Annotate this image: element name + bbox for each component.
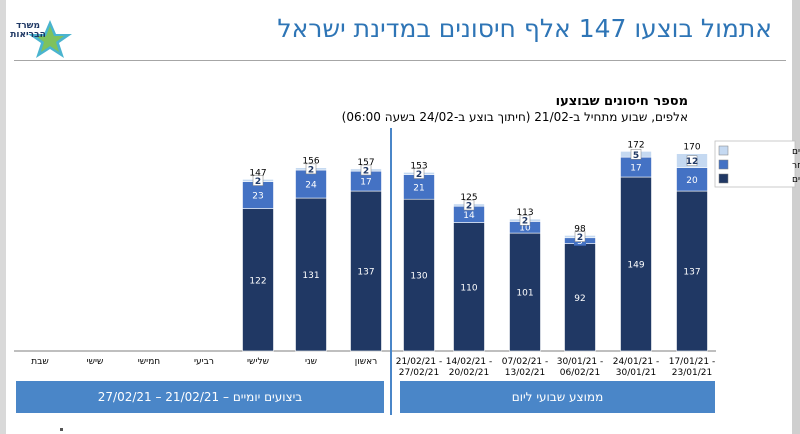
data-label-box xyxy=(574,231,586,242)
bar-segment xyxy=(620,176,652,352)
bar-segment xyxy=(453,222,485,352)
tick-label: 30/01/21 - xyxy=(557,357,604,367)
data-label: 2 xyxy=(577,233,583,243)
title-divider xyxy=(14,60,786,61)
data-label-box xyxy=(463,199,475,211)
logo-text: משרד הבריאות xyxy=(10,21,46,40)
chart-title: מספר חיסונים שבוצעו xyxy=(555,94,688,109)
legend-swatch xyxy=(718,173,729,184)
left-frame xyxy=(0,0,6,434)
bar-segment xyxy=(403,174,435,200)
data-label: 23 xyxy=(252,192,263,202)
data-label: 12 xyxy=(686,157,699,167)
tick-label: שני xyxy=(305,357,317,367)
weekly-group-label: ממוצע שבועי ליום xyxy=(511,390,604,404)
total-label: 147 xyxy=(249,168,266,178)
data-label: 110 xyxy=(460,283,477,293)
total-label: 98 xyxy=(574,224,586,234)
data-label-box xyxy=(630,149,642,160)
tick-label: 21/02/21 - xyxy=(396,357,443,367)
data-label: 130 xyxy=(410,272,427,282)
total-label: 156 xyxy=(302,157,319,167)
data-label-box xyxy=(305,163,317,175)
tick-label: רביעי xyxy=(194,357,214,367)
data-label: 2 xyxy=(363,167,369,177)
tick-label: 07/02/21 - xyxy=(502,357,549,367)
tick-label: ראשון xyxy=(355,357,377,367)
data-label: 92 xyxy=(574,294,585,304)
data-label-box xyxy=(519,214,531,226)
data-label: 137 xyxy=(357,268,374,278)
data-label: 5 xyxy=(633,151,639,161)
footer-mark xyxy=(60,428,63,431)
legend-label: אחר xyxy=(792,161,800,171)
data-label: 14 xyxy=(463,211,475,221)
data-label: 17 xyxy=(630,164,641,174)
daily-group-label: ביצועים יומיים – 21/02/21 – 27/02/21 xyxy=(97,390,303,404)
legend-swatch xyxy=(718,145,729,156)
total-label: 113 xyxy=(516,208,533,218)
legend-box xyxy=(714,140,796,188)
total-label: 153 xyxy=(410,161,427,171)
data-label: 137 xyxy=(683,268,700,278)
page-title: אתמול בוצעו 147 אלף חיסונים במדינת ישראל xyxy=(277,14,772,43)
data-label: 122 xyxy=(249,276,266,286)
legend-label: בתי החולים xyxy=(792,147,800,157)
bar-segment xyxy=(564,243,596,352)
total-label: 170 xyxy=(683,143,700,153)
data-label: 2 xyxy=(522,217,528,227)
tick-label: 17/01/21 - xyxy=(669,357,716,367)
data-label-box xyxy=(252,175,264,186)
data-label: 10 xyxy=(519,224,531,234)
tick-label: 30/01/21 xyxy=(616,368,656,378)
legend-swatch xyxy=(718,159,729,170)
tick-label: 14/02/21 - xyxy=(446,357,493,367)
bar-segment xyxy=(509,232,541,352)
bar-segment xyxy=(295,169,327,199)
data-label: 24 xyxy=(305,181,317,191)
data-label: 21 xyxy=(413,183,424,193)
right-frame xyxy=(792,0,800,434)
data-label: 2 xyxy=(466,202,472,212)
star-icon xyxy=(28,20,72,58)
tick-label: חמישי xyxy=(138,357,161,367)
tick-label: 27/02/21 xyxy=(399,368,439,378)
tick-label: 06/02/21 xyxy=(560,368,600,378)
data-label: 17 xyxy=(360,178,371,188)
data-label-box xyxy=(686,155,698,166)
tick-label: שלישי xyxy=(247,357,269,367)
bar-segment xyxy=(242,181,274,209)
bar-segment xyxy=(295,197,327,352)
bar-segment xyxy=(242,208,274,352)
data-label: 149 xyxy=(627,261,644,271)
data-label: 2 xyxy=(416,170,422,180)
data-label: 20 xyxy=(686,176,698,186)
data-label: 5 xyxy=(577,237,583,247)
data-label: 131 xyxy=(302,271,319,281)
total-label: 157 xyxy=(357,158,374,168)
bar-segment xyxy=(403,198,435,352)
bar-segment xyxy=(676,190,708,352)
total-label: 125 xyxy=(460,193,477,203)
tick-label: שבת xyxy=(31,357,49,367)
data-label: 101 xyxy=(516,289,533,299)
data-label-box xyxy=(360,164,372,176)
tick-label: 20/02/21 xyxy=(449,368,489,378)
total-label: 172 xyxy=(627,140,644,150)
tick-label: 24/01/21 - xyxy=(613,357,660,367)
daily-group-box: ביצועים יומיים – 21/02/21 – 27/02/21 xyxy=(16,381,384,413)
tick-label: 23/01/21 xyxy=(672,368,712,378)
data-label: 2 xyxy=(255,177,261,187)
chart-subtitle: אלפים, שבוע מתחיל ב-21/02 (חיתוך בוצע ב-… xyxy=(341,110,688,124)
weekly-group-box: ממוצע שבועי ליום xyxy=(400,381,715,413)
data-label: 2 xyxy=(308,165,314,175)
tick-label: 13/02/21 xyxy=(505,368,545,378)
tick-label: שישי xyxy=(87,357,104,367)
data-label-box xyxy=(413,168,425,179)
ministry-logo xyxy=(6,16,76,60)
legend-label: קופות החולים xyxy=(792,175,800,185)
